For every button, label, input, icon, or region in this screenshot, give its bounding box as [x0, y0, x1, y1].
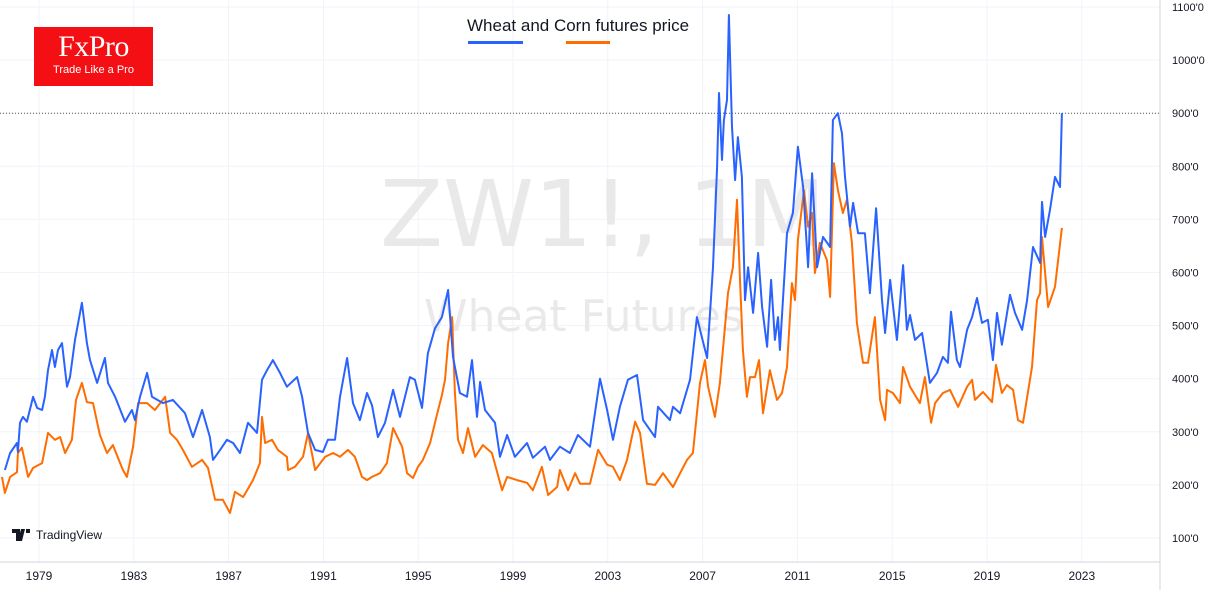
title-rest: futures price — [590, 16, 690, 35]
x-tick-label: 1987 — [215, 569, 242, 583]
y-tick-label: 200'0 — [1172, 480, 1199, 492]
series-line-wheat — [3, 14, 1063, 471]
fxpro-logo: FxPro Trade Like a Pro — [34, 27, 153, 86]
watermark: ZW1!, 1M Wheat Futures — [380, 161, 826, 342]
chart-title: Wheat and Corn futures price — [467, 16, 689, 36]
y-tick-label: 1000'0 — [1172, 55, 1205, 67]
series-group — [1, 14, 1063, 514]
title-wheat: Wheat — [467, 16, 517, 35]
y-tick-label: 600'0 — [1172, 268, 1199, 280]
watermark-name: Wheat Futures — [424, 291, 744, 342]
y-tick-label: 1100'0 — [1172, 2, 1204, 14]
title-middle: and — [516, 16, 554, 35]
x-tick-label: 2019 — [974, 569, 1001, 583]
series-line-corn — [1, 162, 1063, 514]
x-tick-label: 1995 — [405, 569, 432, 583]
logo-tagline: Trade Like a Pro — [53, 64, 134, 76]
x-tick-label: 1979 — [26, 569, 53, 583]
y-tick-label: 500'0 — [1172, 321, 1199, 333]
x-tick-label: 2011 — [784, 569, 810, 583]
tradingview-label: TradingView — [36, 528, 103, 542]
grid — [0, 0, 1160, 562]
tradingview-logo-icon — [12, 529, 30, 541]
y-tick-label: 700'0 — [1172, 214, 1199, 226]
x-axis[interactable]: 1979 1983 1987 1991 1995 1999 2003 2007 2011 2015… — [26, 569, 1096, 583]
logo-brand: FxPro — [58, 30, 129, 63]
y-axis[interactable]: 1100'0 1000'0 900'0 800'0 700'0 600'0 500'0 400… — [1172, 2, 1205, 545]
title-corn: Corn — [553, 16, 591, 35]
x-tick-label: 2023 — [1068, 569, 1095, 583]
x-tick-label: 1991 — [310, 569, 337, 583]
watermark-symbol: ZW1!, 1M — [380, 161, 826, 268]
tradingview-branding[interactable]: TradingView — [12, 528, 102, 542]
y-tick-label: 900'0 — [1172, 108, 1199, 120]
y-tick-label: 100'0 — [1172, 533, 1199, 545]
y-tick-label: 800'0 — [1172, 161, 1199, 173]
x-tick-label: 2003 — [594, 569, 621, 583]
x-tick-label: 1983 — [120, 569, 147, 583]
y-tick-label: 400'0 — [1172, 374, 1199, 386]
legend-corn-swatch — [566, 41, 610, 44]
y-tick-label: 300'0 — [1172, 427, 1199, 439]
x-tick-label: 2007 — [689, 569, 716, 583]
legend-wheat-swatch — [468, 41, 523, 44]
x-tick-label: 2015 — [879, 569, 906, 583]
x-tick-label: 1999 — [500, 569, 527, 583]
